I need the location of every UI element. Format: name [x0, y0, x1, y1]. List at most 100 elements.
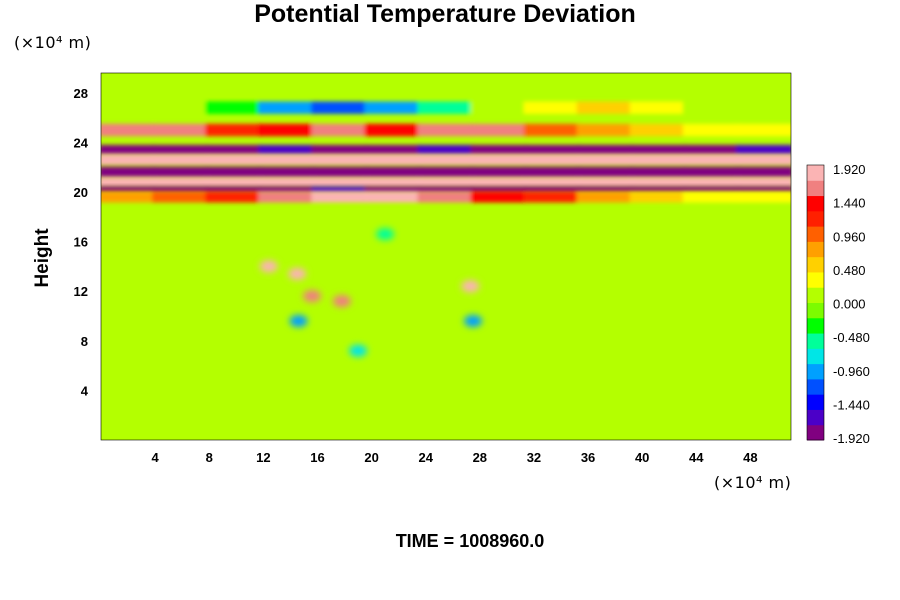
band-1-segment: [258, 144, 316, 155]
anomaly-point: [288, 267, 307, 280]
band-0-segment: [576, 123, 634, 137]
band-0: [101, 123, 791, 137]
band-1-segment: [523, 144, 581, 155]
colorbar-swatch: [807, 287, 824, 303]
band-5-segment: [101, 186, 157, 193]
band-7-segment: [470, 101, 528, 114]
band-7-segment: [258, 101, 316, 114]
colorbar-swatch: [807, 195, 824, 212]
colorbar-swatch: [807, 302, 824, 319]
y-tick-label: 4: [81, 383, 89, 398]
colorbar-label: -0.480: [833, 330, 870, 345]
colorbar-swatch: [807, 424, 824, 441]
y-tick-label: 24: [74, 135, 89, 150]
band-0-segment: [205, 123, 263, 137]
band-6-segment: [311, 191, 369, 203]
x-tick-label: 28: [473, 450, 487, 465]
band-1-segment: [576, 144, 634, 155]
band-1-segment: [629, 144, 687, 155]
y-axis-unit: (×10⁴ m): [14, 33, 92, 52]
band-4-segment: [152, 177, 210, 188]
band-2: [101, 154, 791, 166]
band-6-segment: [576, 191, 634, 203]
band-0-segment: [152, 123, 210, 137]
band-3-segment: [311, 166, 369, 178]
band-2-segment: [576, 154, 634, 166]
anomaly-point: [303, 290, 322, 303]
x-tick-label: 4: [152, 450, 160, 465]
y-tick-label: 28: [74, 86, 88, 101]
x-tick-label: 48: [743, 450, 757, 465]
band-6-segment: [735, 191, 791, 203]
band-4-segment: [470, 177, 528, 188]
band-7-segment: [735, 101, 791, 114]
colorbar-label: 0.480: [833, 263, 866, 278]
anomaly-point: [259, 260, 278, 273]
band-3-segment: [258, 166, 316, 178]
band-2-segment: [311, 154, 369, 166]
band-1-segment: [735, 144, 791, 155]
x-axis-unit: (×10⁴ m): [714, 473, 792, 492]
band-3: [101, 166, 791, 178]
band-4: [101, 177, 791, 188]
band-1-segment: [152, 144, 210, 155]
colorbar-swatch: [807, 394, 824, 410]
band-7-segment: [101, 101, 157, 114]
colorbar-swatch: [807, 165, 824, 181]
band-5-segment: [523, 186, 581, 193]
band-3-segment: [576, 166, 634, 178]
band-4-segment: [311, 177, 369, 188]
band-5-segment: [470, 186, 528, 193]
colorbar-label: 1.440: [833, 196, 866, 211]
band-5-segment: [576, 186, 634, 193]
band-7-segment: [364, 101, 422, 114]
band-6: [101, 191, 791, 203]
band-5-segment: [682, 186, 740, 193]
band-1-segment: [470, 144, 528, 155]
band-6-segment: [205, 191, 263, 203]
band-0-segment: [311, 123, 369, 137]
band-3-segment: [101, 166, 157, 178]
band-4-segment: [101, 177, 157, 188]
band-6-segment: [258, 191, 316, 203]
band-6-segment: [364, 191, 422, 203]
anomaly-point: [376, 228, 395, 241]
band-2-segment: [205, 154, 263, 166]
band-0-segment: [417, 123, 475, 137]
x-tick-label: 20: [364, 450, 378, 465]
band-3-segment: [523, 166, 581, 178]
time-footer: TIME = 1008960.0: [395, 531, 545, 551]
band-3-segment: [205, 166, 263, 178]
x-tick-label: 8: [206, 450, 213, 465]
band-5-segment: [364, 186, 422, 193]
chart-title: Potential Temperature Deviation: [254, 0, 636, 28]
colorbar-swatch: [807, 241, 824, 258]
x-tick-label: 36: [581, 450, 595, 465]
band-4-segment: [205, 177, 263, 188]
band-5-segment: [311, 186, 369, 193]
plot-area: [101, 73, 791, 440]
band-5: [101, 186, 791, 193]
band-3-segment: [682, 166, 740, 178]
band-2-segment: [629, 154, 687, 166]
band-3-segment: [470, 166, 528, 178]
band-2-segment: [152, 154, 210, 166]
band-2-segment: [258, 154, 316, 166]
band-6-segment: [101, 191, 157, 203]
colorbar-swatch: [807, 333, 824, 349]
band-6-segment: [682, 191, 740, 203]
anomaly-point: [349, 344, 368, 357]
colorbar-frame: [806, 164, 825, 441]
band-2-segment: [364, 154, 422, 166]
band-2-segment: [101, 154, 157, 166]
y-tick-label: 20: [74, 185, 88, 200]
colorbar-swatch: [807, 226, 824, 242]
band-6-segment: [470, 191, 528, 203]
anomaly-point: [289, 314, 308, 327]
band-5-segment: [205, 186, 263, 193]
band-1-segment: [682, 144, 740, 155]
band-0-segment: [735, 123, 791, 137]
colorbar-swatch: [807, 378, 824, 395]
band-3-segment: [364, 166, 422, 178]
colorbar-label: 0.000: [833, 297, 866, 312]
